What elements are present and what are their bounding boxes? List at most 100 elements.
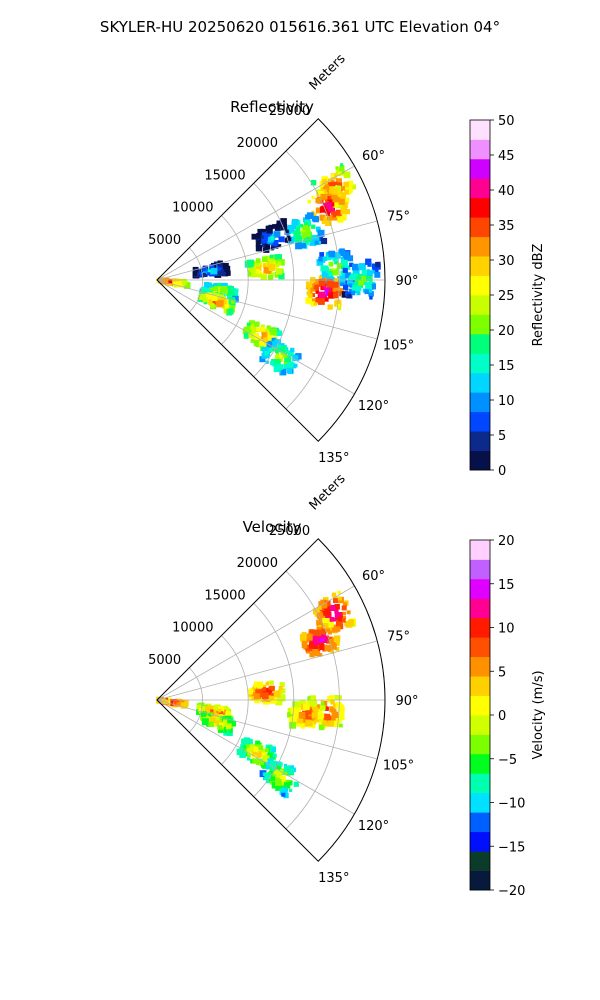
echo-cell — [295, 353, 302, 360]
echo-cell — [342, 615, 347, 620]
echo-cell — [310, 283, 315, 288]
echo-cell — [341, 618, 346, 623]
echo-cell — [337, 306, 342, 311]
echo-cell — [261, 336, 265, 340]
echo-cell — [271, 348, 275, 352]
echo-cell — [252, 758, 258, 764]
echo-cell — [328, 261, 334, 267]
colorbar-segment — [470, 540, 490, 560]
colorbar-segment — [470, 450, 490, 471]
echo-cell — [212, 283, 218, 288]
echo-cell — [312, 298, 316, 302]
echo-cell — [335, 209, 342, 216]
echo-cell — [265, 681, 270, 686]
echo-cell — [284, 238, 290, 243]
echo-cell — [278, 345, 286, 353]
echo-cell — [367, 262, 371, 266]
echo-cell — [263, 263, 270, 269]
echo-cell — [269, 255, 275, 261]
echo-cell — [356, 291, 361, 296]
echo-cell — [320, 599, 326, 605]
echo-cell — [340, 214, 347, 221]
echo-cell — [256, 681, 264, 688]
echo-cell — [317, 714, 323, 720]
echo-cell — [268, 258, 275, 264]
echo-cell — [367, 270, 373, 276]
echo-cell — [290, 706, 295, 712]
echo-cell — [268, 699, 273, 704]
echo-cell — [341, 291, 349, 298]
echo-cell — [276, 220, 284, 228]
echo-cell — [340, 207, 348, 215]
echo-cell — [375, 262, 381, 268]
echo-cell — [331, 592, 337, 597]
echo-cell — [299, 223, 304, 228]
echo-cell — [345, 292, 349, 296]
colorbar-segment — [470, 656, 490, 677]
echo-cell — [361, 269, 368, 277]
echo-cell — [278, 354, 283, 358]
echo-cell — [251, 692, 256, 696]
echo-cell — [213, 705, 218, 710]
colorbar-tick-label: 20 — [498, 324, 515, 339]
colorbar-segment — [470, 295, 490, 315]
echo-cell — [273, 243, 279, 249]
echo-cell — [260, 324, 265, 329]
echo-cell — [192, 271, 197, 276]
echo-cell — [283, 360, 287, 364]
echo-cell — [360, 284, 364, 288]
echo-cell — [291, 230, 296, 234]
echo-cell — [344, 189, 349, 195]
echo-cell — [276, 354, 284, 362]
echo-cell — [339, 248, 345, 254]
echo-cell — [246, 323, 253, 330]
echo-cell — [272, 224, 277, 229]
echo-cell — [307, 293, 313, 298]
echo-cell — [261, 353, 268, 359]
colorbar-tick-label: 35 — [498, 219, 515, 234]
echo-cell — [255, 342, 261, 348]
echo-cell — [258, 245, 263, 250]
echo-cell — [256, 258, 261, 263]
colorbar-segment — [470, 314, 490, 335]
echo-cell — [328, 208, 332, 212]
echo-cell — [301, 639, 308, 646]
echo-cell — [337, 216, 344, 223]
echo-cell — [228, 727, 233, 732]
echo-cell — [324, 297, 329, 302]
echo-cell — [369, 283, 376, 290]
echo-cell — [275, 779, 282, 786]
echo-cell — [229, 729, 233, 734]
echo-cell — [332, 196, 339, 203]
azimuth-line — [156, 585, 355, 701]
echo-cell — [287, 712, 293, 718]
echo-cell — [158, 277, 164, 284]
echo-cell — [321, 220, 325, 225]
echo-cell — [324, 644, 331, 652]
echo-cell — [254, 698, 260, 704]
echo-cell — [293, 231, 298, 236]
colorbar-tick-label: 0 — [498, 709, 506, 724]
echo-cell — [332, 281, 339, 288]
echo-cell — [294, 707, 302, 715]
colorbar-tick-label: 10 — [498, 622, 515, 637]
colorbar-segment — [470, 411, 490, 432]
echo-cell — [320, 193, 327, 200]
reflectivity-panel: Reflectivity 5000 10000 15000 20000 25000 60° 7… — [148, 51, 546, 479]
range-tick-label: 20000 — [237, 136, 278, 151]
echo-cell — [263, 267, 269, 272]
echo-cell — [270, 778, 276, 785]
echo-cell — [350, 273, 358, 281]
echo-cell — [316, 709, 323, 715]
echo-cell — [311, 649, 318, 656]
echo-cell — [284, 782, 291, 789]
echo-cell — [268, 275, 274, 281]
echo-cell — [337, 276, 341, 280]
echo-cell — [311, 293, 315, 297]
azimuth-tick-label: 120° — [358, 399, 389, 414]
echo-cell — [319, 181, 324, 185]
colorbar-segment — [470, 333, 490, 354]
echo-cell — [307, 199, 311, 204]
echo-cell — [252, 333, 259, 340]
echo-cell — [343, 181, 349, 188]
